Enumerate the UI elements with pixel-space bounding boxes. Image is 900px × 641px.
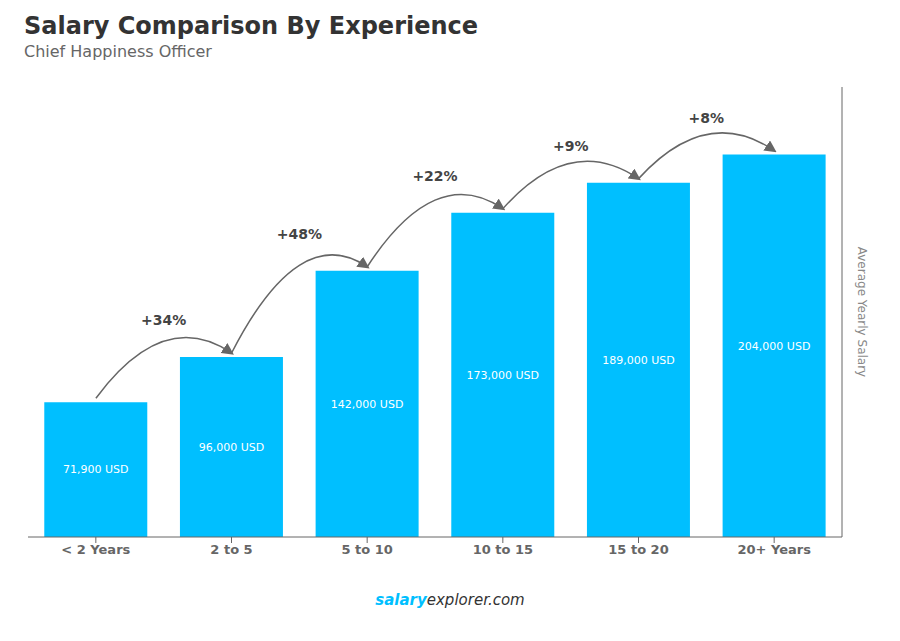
svg-text:+9%: +9% [553, 138, 589, 154]
svg-text:+8%: +8% [689, 110, 725, 126]
svg-text:173,000 USD: 173,000 USD [467, 369, 540, 382]
html-text:Chief Happiness Officer: Chief Happiness Officer [24, 42, 212, 61]
svg-text:15 to 20: 15 to 20 [608, 542, 668, 557]
html-text:salary explorer.com: salary explorer.com [375, 591, 525, 609]
svg-text:20+ Years: 20+ Years [737, 542, 811, 557]
svg-text:Average Yearly Salary: Average Yearly Salary [855, 247, 869, 377]
svg-text:71,900 USD: 71,900 USD [63, 463, 129, 476]
svg-text:204,000 USD: 204,000 USD [738, 340, 811, 353]
svg-text:10 to 15: 10 to 15 [473, 542, 533, 557]
svg-text:5 to 10: 5 to 10 [341, 542, 392, 557]
svg-text:189,000 USD: 189,000 USD [602, 354, 675, 367]
svg-text:142,000 USD: 142,000 USD [331, 398, 404, 411]
svg-text:< 2 Years: < 2 Years [61, 542, 130, 557]
svg-text:+48%: +48% [277, 226, 322, 242]
svg-text:2 to 5: 2 to 5 [210, 542, 252, 557]
html-text:Salary Comparison By Experienc: Salary Comparison By Experience [24, 12, 479, 40]
svg-text:96,000 USD: 96,000 USD [199, 441, 265, 454]
svg-text:+34%: +34% [141, 312, 186, 328]
svg-text:+22%: +22% [412, 168, 457, 184]
